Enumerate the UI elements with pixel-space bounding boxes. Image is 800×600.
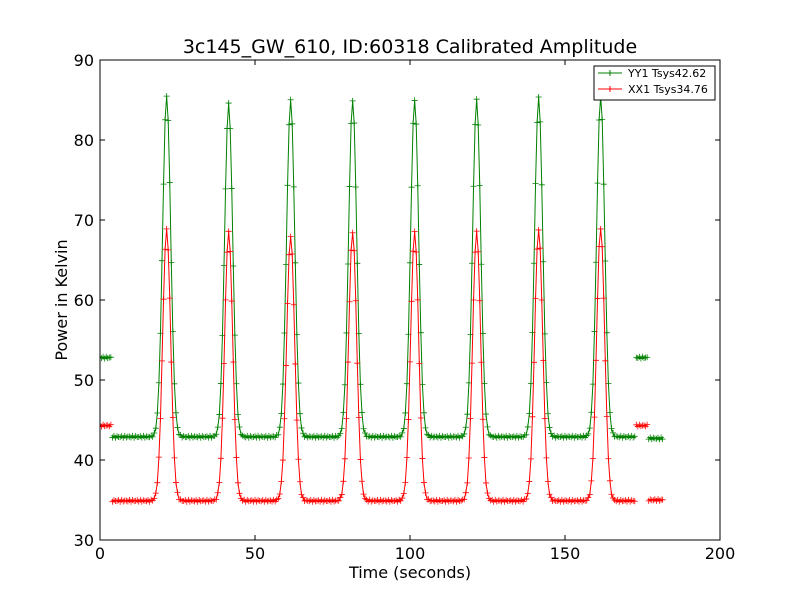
series-markers <box>100 421 114 430</box>
y-tick-label: 60 <box>74 291 94 310</box>
x-tick-label: 0 <box>95 544 105 563</box>
series-markers <box>100 353 114 362</box>
legend-entry: XX1 Tsys34.76 <box>598 83 708 96</box>
y-tick-label: 40 <box>74 451 94 470</box>
chart-title: 3c145_GW_610, ID:60318 Calibrated Amplit… <box>183 36 637 58</box>
x-tick-label: 200 <box>705 544 736 563</box>
legend-entry: YY1 Tsys42.62 <box>598 67 706 80</box>
x-axis-label: Time (seconds) <box>348 563 471 582</box>
series-yy1 <box>100 93 666 443</box>
legend-box <box>593 65 716 101</box>
series-markers <box>109 225 638 505</box>
y-axis-label: Power in Kelvin <box>52 239 71 360</box>
x-tick-label: 100 <box>395 544 426 563</box>
series-markers <box>645 496 666 504</box>
x-tick-label: 150 <box>550 544 581 563</box>
series-line <box>112 228 635 503</box>
legend-marker <box>607 70 613 76</box>
legend: YY1 Tsys42.62 XX1 Tsys34.76 <box>593 65 716 101</box>
y-tick-label: 30 <box>74 531 94 550</box>
y-tick-label: 70 <box>74 211 94 230</box>
series-markers <box>633 353 651 362</box>
legend-label: XX1 Tsys34.76 <box>628 83 708 96</box>
series-layer <box>100 93 666 505</box>
axis-ticks: 0 50 100 150 200 30 40 50 60 70 80 90 <box>74 51 736 563</box>
series-markers <box>645 434 666 443</box>
y-tick-label: 80 <box>74 131 94 150</box>
series-line <box>112 96 636 439</box>
legend-label: YY1 Tsys42.62 <box>627 67 706 80</box>
y-tick-label: 50 <box>74 371 94 390</box>
series-markers <box>633 421 651 430</box>
y-tick-label: 90 <box>74 51 94 70</box>
series-markers <box>109 93 638 441</box>
legend-marker <box>607 86 613 92</box>
series-xx1 <box>100 225 666 505</box>
plot-frame <box>99 59 721 541</box>
x-tick-label: 50 <box>245 544 265 563</box>
